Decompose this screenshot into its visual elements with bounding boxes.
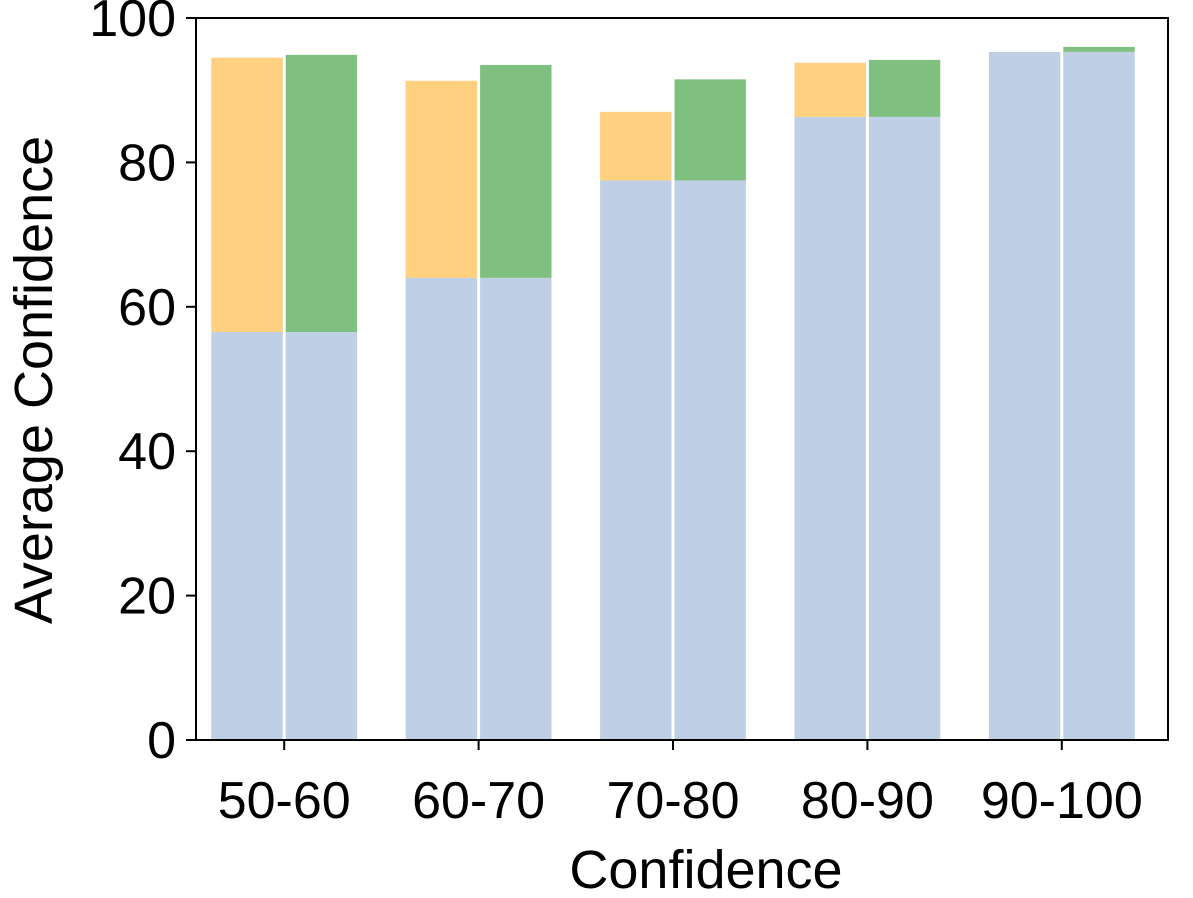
bar-gap-segment-s2-70-80: [673, 79, 746, 181]
bar-base-segment-s1-60-70: [405, 277, 479, 740]
bar-gap-segment-s1-60-70: [405, 80, 479, 278]
x-tick-label: 90-100: [981, 772, 1143, 830]
y-tick-label: 100: [89, 0, 176, 48]
y-axis-title: Average Confidence: [4, 136, 64, 624]
x-tick-label: 70-80: [607, 772, 740, 830]
bar-gap-segment-s2-80-90: [867, 59, 941, 117]
bar-gap-segment-s2-60-70: [478, 64, 552, 278]
bar-gap-segment-s1-80-90: [794, 62, 868, 117]
plot-frame: [195, 17, 1169, 741]
bars-layer: [211, 18, 1135, 740]
bar-base-segment-s1-90-100: [988, 51, 1062, 740]
x-tick-label: 50-60: [218, 772, 351, 830]
bar-base-segment-s2-50-60: [284, 332, 358, 740]
bar-gap-segment-s1-70-80: [600, 111, 673, 181]
bar-gap-segment-s2-90-100: [1061, 46, 1135, 52]
y-tick-label: 40: [118, 423, 176, 481]
y-tick-label: 0: [147, 712, 176, 770]
bar-base-segment-s1-70-80: [600, 180, 673, 740]
bar-gap-segment-s1-50-60: [211, 57, 285, 333]
bar-base-segment-s1-50-60: [211, 332, 285, 740]
y-tick-label: 80: [118, 134, 176, 192]
bar-base-segment-s2-80-90: [867, 116, 941, 740]
y-tick-label: 60: [118, 279, 176, 337]
x-tick-label: 80-90: [801, 772, 934, 830]
axes-layer: 50-60 60-70 70-80 80-90 90-100 0 20 40 60 80 100: [89, 0, 1169, 830]
bar-gap-segment-s2-50-60: [284, 54, 358, 333]
y-tick-label: 20: [118, 568, 176, 626]
bar-base-segment-s2-90-100: [1061, 51, 1135, 740]
bar-base-segment-s2-60-70: [478, 277, 552, 740]
x-tick-label: 60-70: [412, 772, 545, 830]
x-axis-title: Confidence: [569, 840, 842, 898]
bar-base-segment-s1-80-90: [794, 116, 868, 740]
bar-base-segment-s2-70-80: [673, 180, 746, 740]
